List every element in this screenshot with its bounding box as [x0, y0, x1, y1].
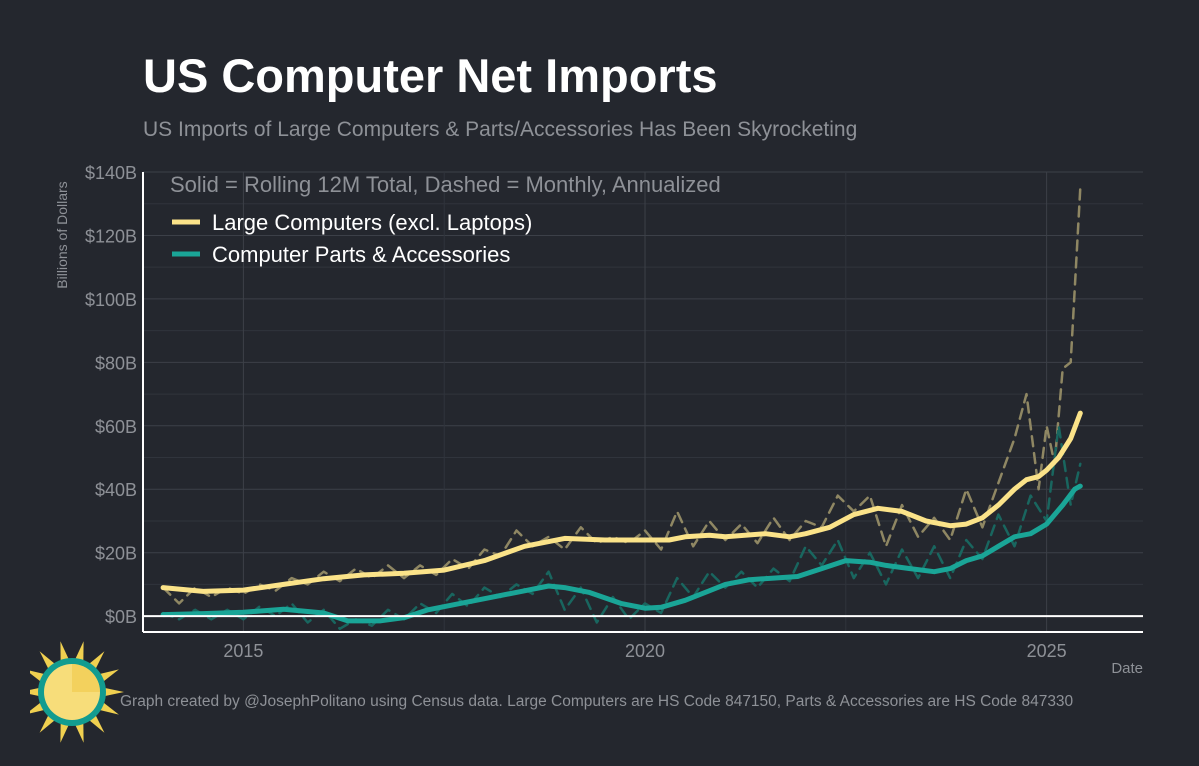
y-tick-label: $80B	[95, 353, 137, 373]
y-axis-ticks: $0B $20B $40B $60B $80B $100B $120B $140B	[85, 163, 137, 627]
x-axis-ticks: 2015 2020 2025	[223, 641, 1066, 661]
legend-title: Solid = Rolling 12M Total, Dashed = Mont…	[170, 172, 721, 197]
series-lines	[160, 186, 1083, 631]
y-tick-label: $60B	[95, 417, 137, 437]
sun-ray	[101, 687, 124, 697]
sun-shade	[72, 664, 100, 692]
legend-label-computer-parts: Computer Parts & Accessories	[212, 242, 510, 267]
series-line-computer-parts-accessories	[160, 483, 1083, 624]
grid	[143, 171, 1143, 632]
y-tick-label: $100B	[85, 290, 137, 310]
sun-icon	[30, 641, 124, 743]
y-tick-label: $20B	[95, 544, 137, 564]
legend: Solid = Rolling 12M Total, Dashed = Mont…	[170, 172, 721, 267]
series-line-large-computers-monthly-annualized	[161, 186, 1082, 605]
y-axis-label: Billions of Dollars	[54, 181, 70, 288]
chart-subtitle: US Imports of Large Computers & Parts/Ac…	[143, 118, 858, 141]
axes	[142, 172, 1143, 633]
series-line-computer-parts-monthly-annualized	[161, 424, 1082, 631]
legend-label-large-computers: Large Computers (excl. Laptops)	[212, 210, 532, 235]
y-tick-label: $0B	[105, 607, 137, 627]
series-line-large-computers-excl-laptops	[160, 410, 1083, 594]
x-axis-label: Date	[1111, 660, 1143, 677]
x-tick-label: 2015	[223, 641, 263, 661]
x-tick-label: 2020	[625, 641, 665, 661]
x-tick-label: 2025	[1027, 641, 1067, 661]
y-tick-label: $140B	[85, 163, 137, 183]
y-tick-label: $120B	[85, 226, 137, 246]
y-tick-label: $40B	[95, 480, 137, 500]
chart-title: US Computer Net Imports	[143, 49, 718, 102]
footer-note: Graph created by @JosephPolitano using C…	[120, 693, 1074, 710]
